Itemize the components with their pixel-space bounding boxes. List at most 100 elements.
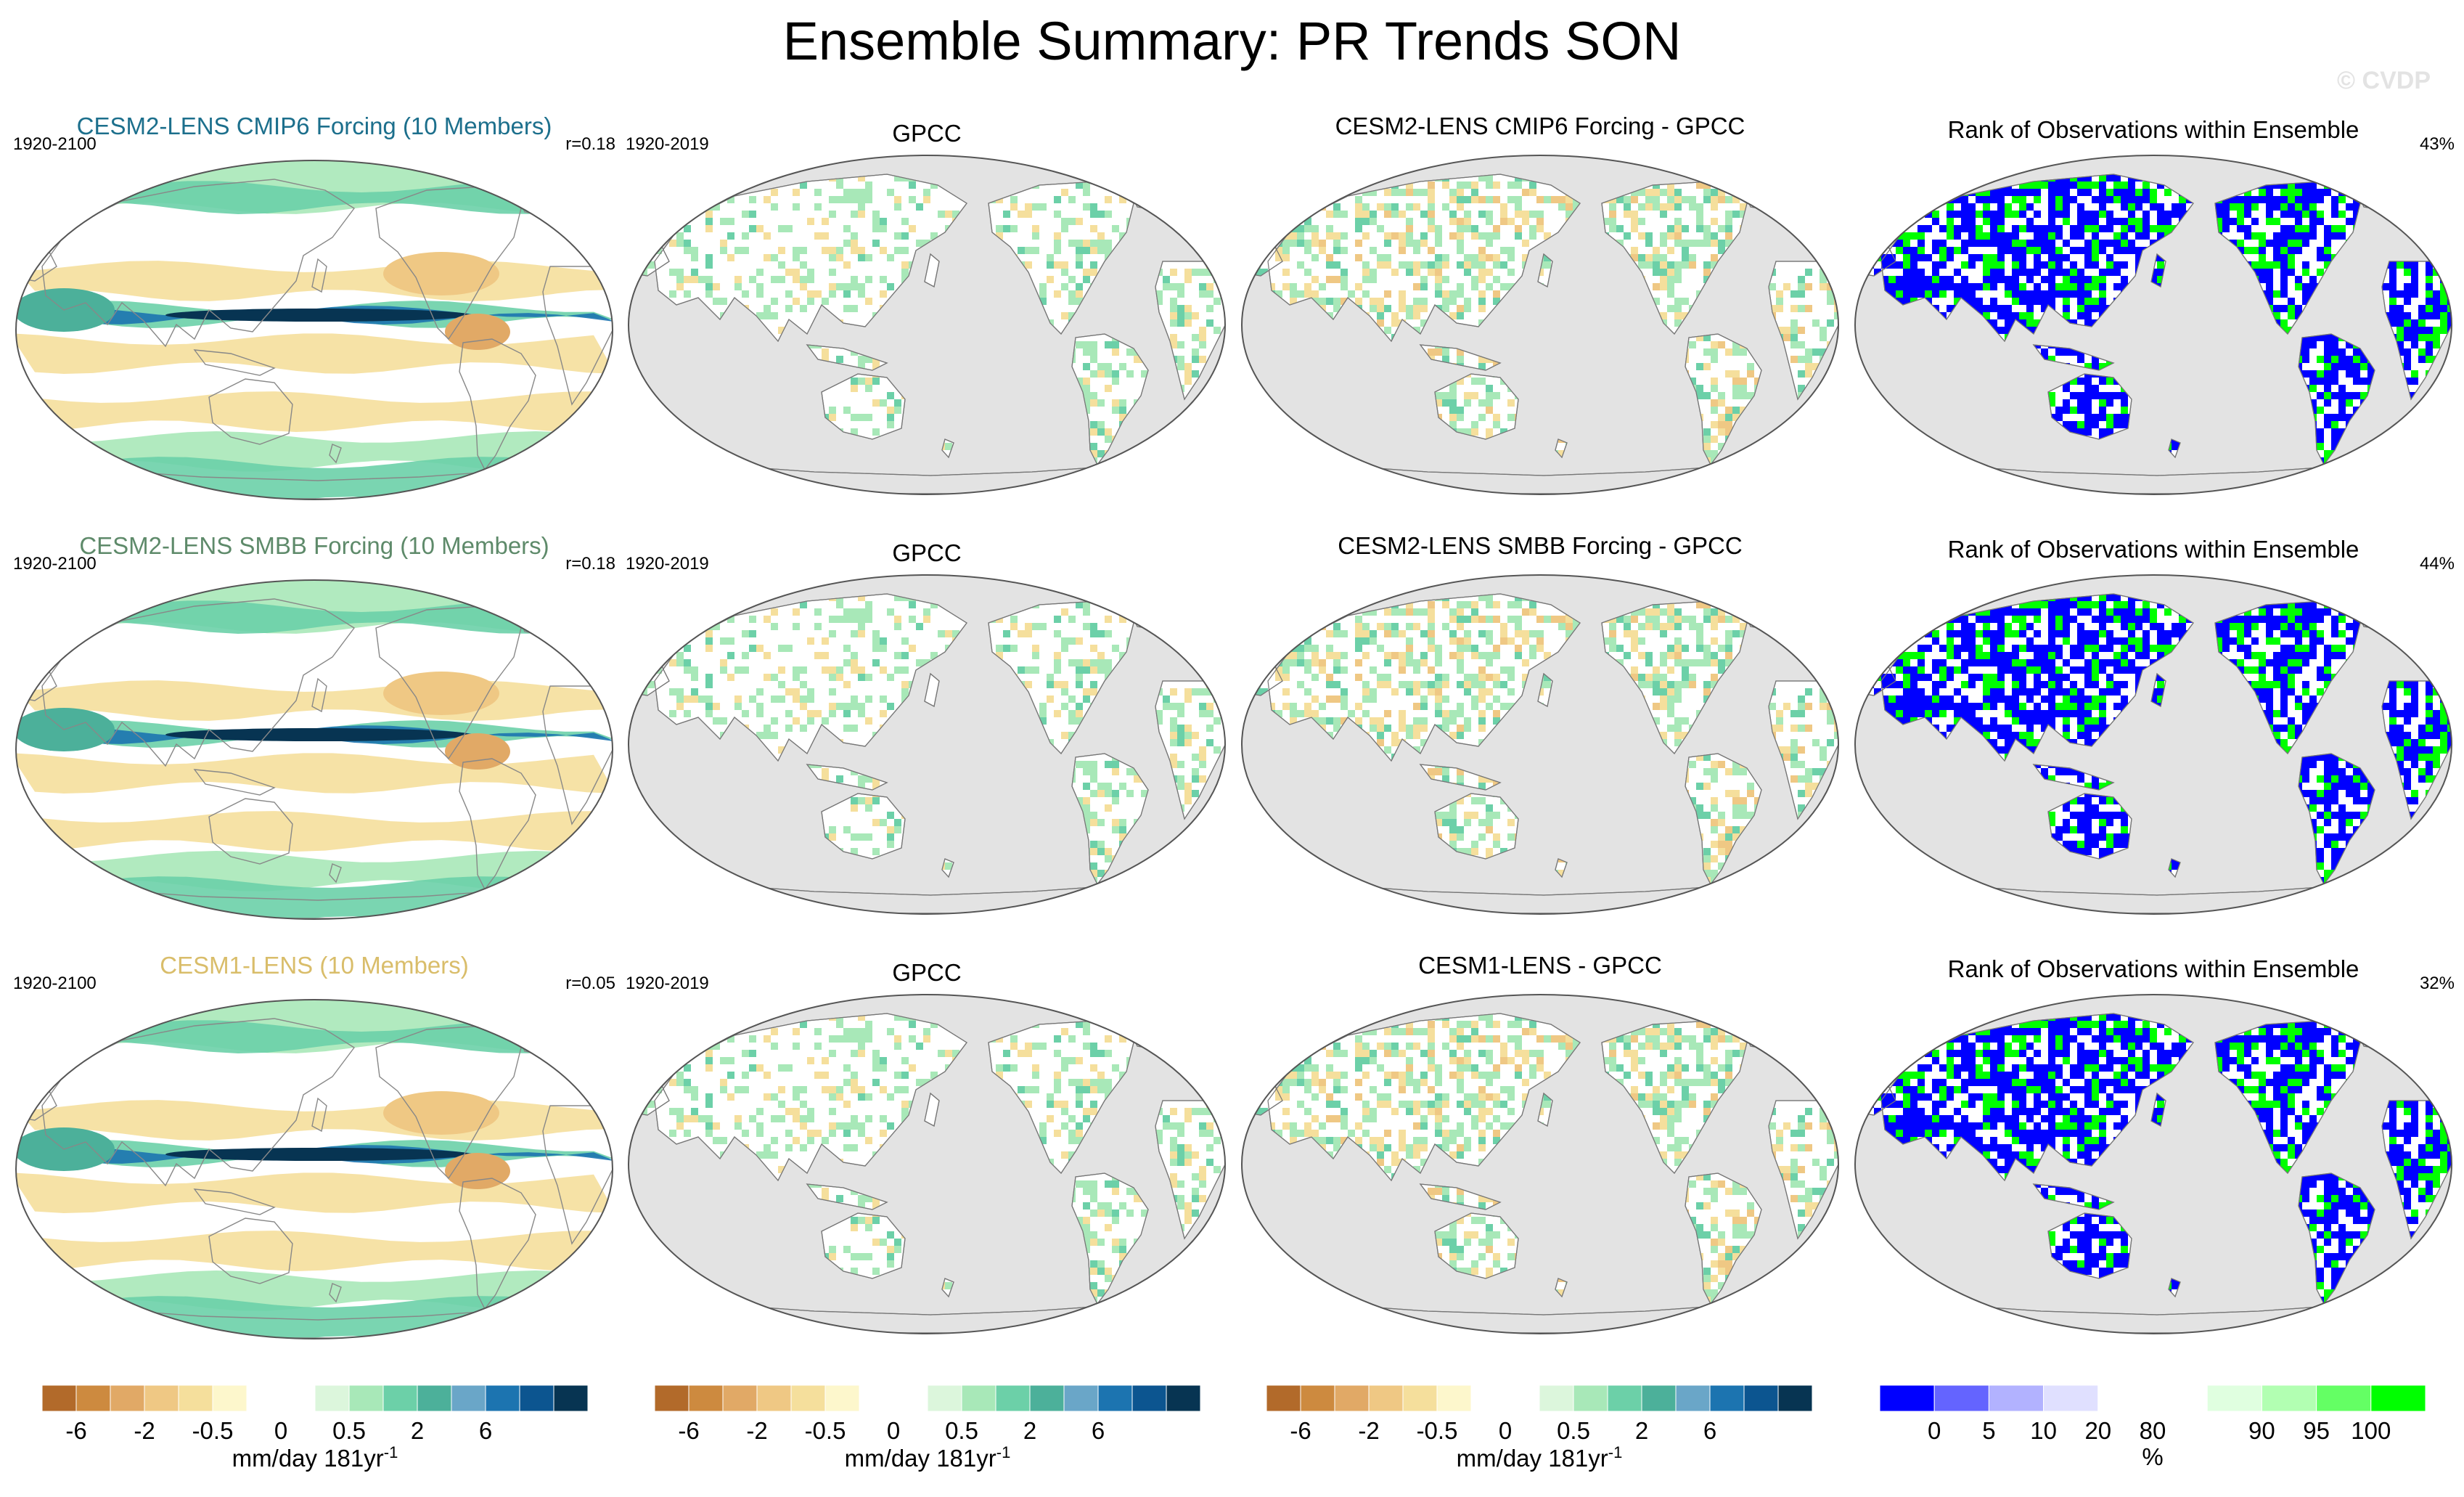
grid-cell (756, 174, 764, 181)
grid-cell (1711, 450, 1718, 457)
grid-cell (1968, 218, 1976, 225)
grid-cell (1449, 312, 1457, 319)
grid-cell (1718, 392, 1725, 399)
grid-cell (2382, 196, 2389, 203)
grid-cell (1718, 225, 1725, 232)
grid-cell (1855, 399, 1859, 407)
grid-cell (1032, 225, 1039, 232)
grid-cell (1105, 247, 1112, 254)
grid-cell (1076, 341, 1083, 348)
grid-cell (1177, 283, 1184, 290)
grid-cell (1290, 290, 1297, 298)
grid-cell (2447, 385, 2452, 392)
grid-cell (1790, 421, 1798, 428)
grid-cell (1740, 174, 1747, 181)
grid-cell (1888, 211, 1896, 218)
grid-cell (1790, 457, 1798, 465)
grid-cell (2338, 392, 2346, 399)
grid-cell (1213, 240, 1221, 247)
grid-cell (1867, 167, 1874, 174)
grid-cell (2179, 211, 2186, 218)
grid-cell (1061, 189, 1068, 196)
grid-cell (1242, 232, 1246, 240)
grid-cell (1457, 225, 1464, 232)
grid-cell (1319, 240, 1326, 247)
grid-cell (1867, 240, 1874, 247)
grid-cell (843, 240, 851, 247)
coastline-nz (941, 439, 954, 459)
grid-cell (1170, 341, 1177, 348)
grid-cell (2012, 189, 2019, 196)
grid-cell (1348, 465, 1355, 472)
grid-cell (1090, 211, 1097, 218)
grid-cell (1333, 232, 1341, 240)
grid-cell (1660, 189, 1667, 196)
grid-cell (1827, 203, 1834, 211)
grid-cell (2389, 181, 2397, 189)
grid-cell (1105, 370, 1112, 378)
grid-cell (2244, 225, 2251, 232)
grid-cell (2121, 203, 2128, 211)
grid-cell (2121, 392, 2128, 399)
grid-cell (2005, 305, 2012, 312)
grid-cell (814, 189, 822, 196)
grid-cell (1783, 327, 1790, 334)
grid-cell (1790, 319, 1798, 327)
grid-cell (2041, 261, 2048, 269)
grid-cell (1221, 189, 1225, 196)
grid-cell (1820, 189, 1827, 196)
grid-cell (2077, 283, 2084, 290)
grid-cell (1997, 305, 2005, 312)
grid-cell (1903, 247, 1910, 254)
grid-cell (1859, 392, 1867, 399)
grid-cell (1925, 225, 1932, 232)
grid-cell (1478, 298, 1486, 305)
grid-cell (2447, 414, 2452, 421)
grid-cell (1529, 189, 1536, 196)
row-1-obs-title: GPCC (892, 120, 962, 147)
grid-cell (1083, 269, 1090, 276)
grid-cell (1148, 189, 1155, 196)
grid-cell (1126, 348, 1134, 356)
grid-cell (1047, 254, 1054, 261)
grid-cell (1881, 174, 1888, 181)
grid-cell (894, 247, 901, 254)
grid-cell (2411, 276, 2418, 283)
grid-cell (2447, 167, 2455, 174)
grid-cell (2063, 196, 2070, 203)
grid-cell (2404, 348, 2411, 356)
grid-cell (2106, 196, 2113, 203)
grid-cell (2034, 283, 2041, 290)
grid-cell (1464, 181, 1471, 189)
grid-cell (1406, 305, 1413, 312)
grid-cell (1428, 203, 1435, 211)
grid-cell (1903, 167, 1910, 174)
grid-cell (1798, 283, 1805, 290)
grid-cell (1827, 465, 1834, 472)
grid-cell (1221, 399, 1225, 407)
grid-cell (1471, 392, 1478, 399)
grid-cell (749, 196, 756, 203)
grid-cell (1783, 181, 1790, 189)
grid-cell (647, 211, 655, 218)
grid-cell (2179, 203, 2186, 211)
grid-cell (1855, 269, 1859, 276)
grid-cell (2447, 261, 2452, 269)
map-border (1241, 155, 1839, 495)
grid-cell (2113, 261, 2121, 269)
grid-cell (793, 189, 800, 196)
grid-cell (1242, 428, 1246, 436)
grid-cell (1696, 167, 1703, 174)
grid-cell (2397, 428, 2404, 436)
grid-cell (2084, 399, 2092, 407)
grid-cell (1976, 196, 1983, 203)
grid-cell (2317, 269, 2324, 276)
grid-cell (843, 407, 851, 414)
grid-cell (1689, 261, 1696, 269)
grid-cell (887, 414, 894, 421)
grid-cell (1976, 225, 1983, 232)
grid-cell (2353, 189, 2360, 196)
grid-cell (1855, 174, 1859, 181)
grid-cell (2309, 181, 2317, 189)
grid-cell (2295, 203, 2302, 211)
